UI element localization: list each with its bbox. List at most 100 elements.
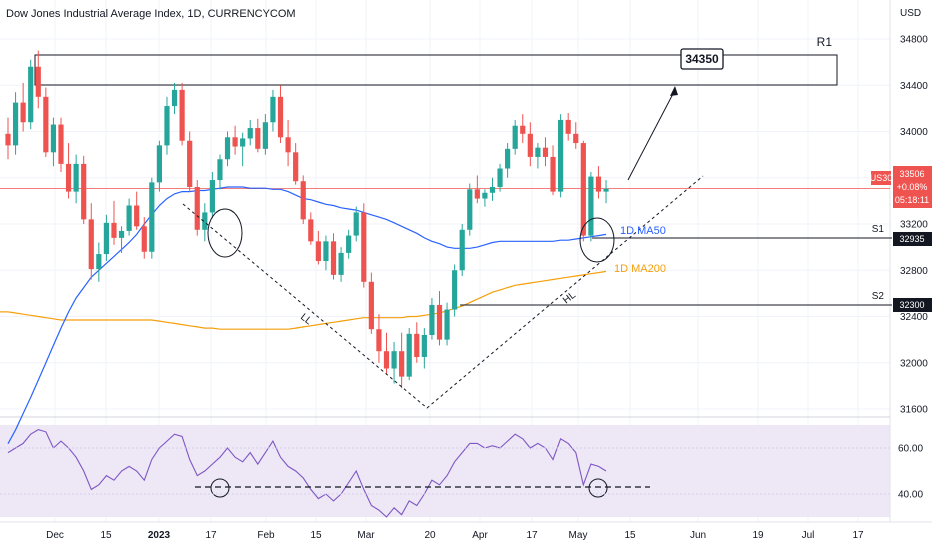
price-axis[interactable]: 3160032000324003280033200336003400034400… <box>900 35 928 416</box>
candle-up <box>512 125 518 149</box>
candle-down <box>595 176 602 192</box>
candle-down <box>436 304 443 340</box>
price-tick-label: 31600 <box>900 405 928 416</box>
candle-down <box>376 329 382 352</box>
target-arrowhead <box>670 86 678 96</box>
symbol-tag-text: US30 <box>870 173 893 183</box>
time-tick-label: 17 <box>526 530 538 541</box>
candle-up <box>28 66 34 123</box>
candle-down <box>134 205 140 227</box>
ma200-label: 1D MA200 <box>614 263 666 275</box>
candle-up <box>12 102 19 146</box>
candle-up <box>588 176 594 236</box>
candle-down <box>20 102 26 123</box>
s2-label: S2 <box>872 291 885 302</box>
hl-label: HL <box>561 290 578 307</box>
candle-up <box>118 230 125 238</box>
time-tick-label: 19 <box>752 530 764 541</box>
candle-up <box>558 119 564 192</box>
candle-down <box>43 96 49 153</box>
candle-down <box>573 133 579 144</box>
candle-down <box>58 124 64 164</box>
price-tick-label: 34400 <box>900 81 928 92</box>
candle-down <box>111 222 117 238</box>
candle-down <box>232 137 238 147</box>
time-tick-label: 15 <box>624 530 636 541</box>
target-callout[interactable] <box>680 48 724 70</box>
s2-price-tag <box>893 298 932 312</box>
candle-down <box>368 281 374 330</box>
candle-down <box>5 133 11 146</box>
candle-up <box>240 138 246 147</box>
candle-up <box>467 189 473 230</box>
price-tick-label: 32400 <box>900 312 928 323</box>
candle-down <box>399 351 405 377</box>
last-price-value: 33506 <box>899 169 924 179</box>
candle-down <box>580 143 586 236</box>
rsi-tick-label: 60.00 <box>898 444 923 455</box>
candle-up <box>217 159 223 181</box>
candle-down <box>361 212 367 282</box>
candle-down <box>308 219 314 242</box>
candle-up <box>444 309 450 340</box>
higher-low-circle-jan <box>207 208 243 258</box>
price-tick-label: 34800 <box>900 35 928 46</box>
time-tick-label: 15 <box>310 530 322 541</box>
time-tick-label: Apr <box>472 530 488 541</box>
candle-up <box>452 270 458 310</box>
candle-up <box>603 188 609 192</box>
candle-up <box>346 235 352 253</box>
time-tick-label: Mar <box>357 530 375 541</box>
symbol-tag <box>871 171 891 185</box>
candle-up <box>482 192 488 199</box>
s1-price-tag <box>893 232 932 246</box>
candle-up <box>224 137 231 160</box>
candle-up <box>535 147 541 157</box>
time-tick-label: 15 <box>100 530 112 541</box>
candle-down <box>300 181 306 220</box>
candle-up <box>429 304 435 335</box>
target-label: 34350 <box>685 52 719 66</box>
rsi-panel <box>0 425 890 517</box>
candle-down <box>255 128 261 149</box>
rsi-circle-jan <box>210 478 230 498</box>
candle-down <box>285 137 291 153</box>
time-tick-label: 2023 <box>148 530 171 541</box>
price-tick-label: 33200 <box>900 220 928 231</box>
rsi-band <box>0 425 890 517</box>
candle-up <box>323 241 329 261</box>
candle-up <box>209 180 215 213</box>
target-arrow <box>627 89 676 181</box>
candle-up <box>96 254 102 270</box>
time-axis[interactable]: Dec 15 2023 17 Feb 15 Mar 20 Apr 17 May 15 Jun 19 Jul 1… <box>46 530 864 541</box>
ma200-series <box>0 270 607 330</box>
time-tick-label: Jun <box>690 530 706 541</box>
candle-up <box>338 252 344 275</box>
candles <box>5 50 609 389</box>
candle-up <box>103 222 110 255</box>
time-tick-label: 20 <box>424 530 436 541</box>
ma50-line <box>7 186 607 444</box>
time-tick-label: Dec <box>46 530 64 541</box>
price-tick-label: 34000 <box>900 127 928 138</box>
candle-up <box>171 89 178 107</box>
ma200-line <box>7 270 607 330</box>
candle-down <box>542 147 549 157</box>
s1-label: S1 <box>872 224 885 235</box>
rsi-axis: 40.00 60.00 <box>0 444 923 501</box>
candle-up <box>505 148 511 169</box>
candle-down <box>315 241 321 261</box>
candle-up <box>149 182 155 252</box>
ma50-series <box>7 186 607 444</box>
candle-up <box>421 335 427 357</box>
ll-hl-trendline[interactable] <box>182 175 704 409</box>
r1-label: R1 <box>817 35 833 49</box>
chart-title: Dow Jones Industrial Average Index, 1D, … <box>6 8 296 20</box>
price-tick-label: 32800 <box>900 266 928 277</box>
s2-price-value: 32300 <box>899 300 924 310</box>
candle-down <box>141 226 147 252</box>
r1-resistance-zone[interactable] <box>34 54 838 86</box>
candle-up <box>156 145 162 183</box>
rsi-series <box>7 429 607 518</box>
